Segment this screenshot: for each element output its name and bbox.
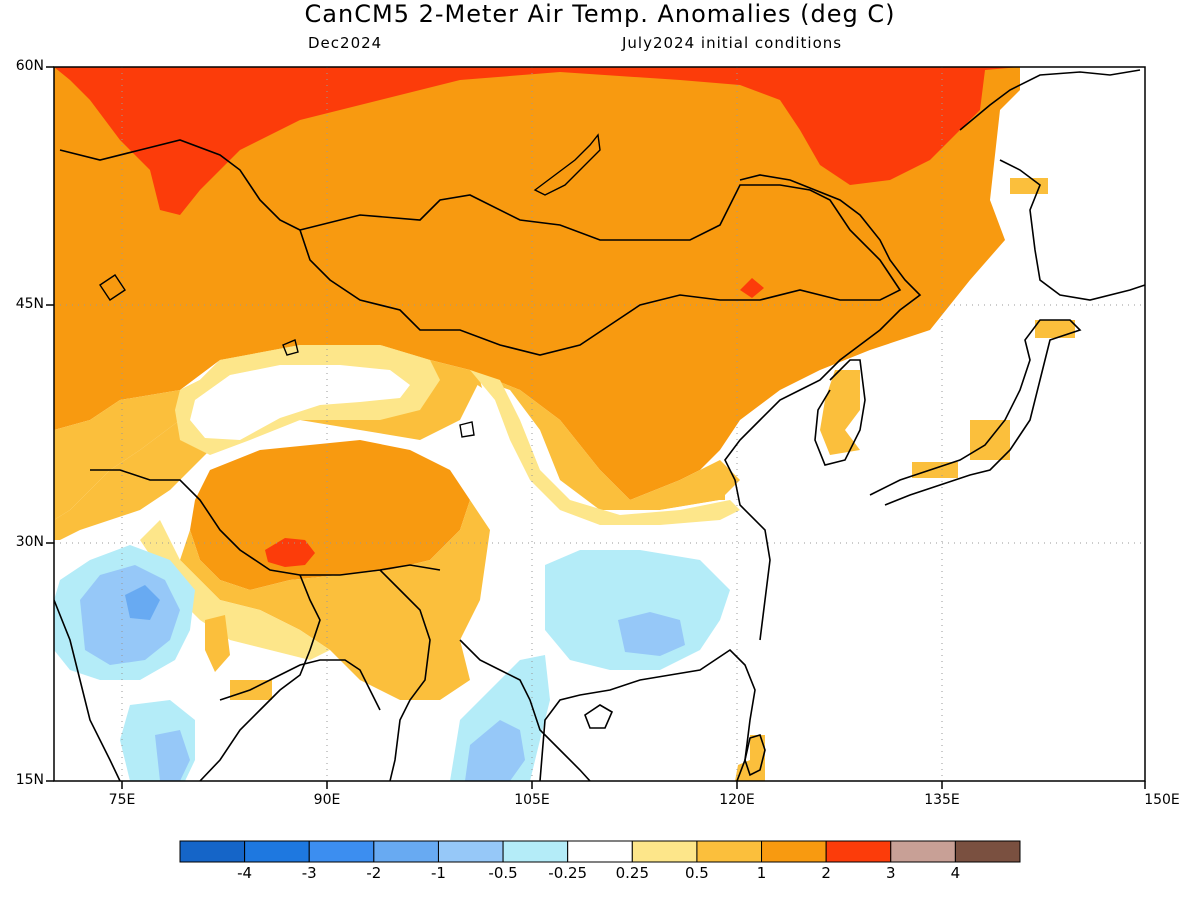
plot-frame <box>53 66 1146 782</box>
lake-balkhash <box>99 274 126 301</box>
lat-label-15n: 15N <box>15 772 44 788</box>
coastline-bay-of-bengal <box>219 659 381 711</box>
colorbar-tick-label: 4 <box>950 864 961 882</box>
lon-label-90e: 90E <box>313 792 341 808</box>
lake-baikal <box>533 133 601 196</box>
colorbar-swatch <box>954 840 1021 863</box>
lat-label-60n: 60N <box>15 58 44 74</box>
coastline-hainan <box>584 704 614 729</box>
colorbar-swatch <box>890 840 956 863</box>
anomaly-region-tibet <box>190 440 470 590</box>
colorbar-tick-label: 2 <box>821 864 831 882</box>
coastlines-and-borders <box>54 69 1145 781</box>
colorbar <box>179 840 1021 863</box>
colorbar-swatch <box>179 840 246 863</box>
colorbar-swatch <box>502 840 569 863</box>
colorbar-swatch <box>825 840 892 863</box>
colorbar-swatch <box>696 840 763 863</box>
anomaly-region-red-north <box>54 67 1020 215</box>
border-india-east <box>199 574 321 781</box>
colorbar-tick-label: 3 <box>885 864 896 882</box>
colorbar-tick-label: 0.25 <box>615 864 649 882</box>
coastline-korea <box>814 359 866 466</box>
axis-ticks <box>46 66 1146 789</box>
valid-period-label: Dec2024 <box>308 34 383 52</box>
coastline-russia-far-east <box>959 69 1145 301</box>
colorbar-tick-label: -0.5 <box>488 864 518 882</box>
border-indochina <box>459 639 591 781</box>
coastline-taiwan <box>744 734 766 777</box>
colorbar-swatch <box>437 840 504 863</box>
colorbar-swatch <box>373 840 439 863</box>
colorbar-tick-label: -2 <box>366 864 382 882</box>
lon-label-75e: 75E <box>108 792 136 808</box>
border-myanmar <box>379 569 431 781</box>
lon-label-105e: 105E <box>514 792 550 808</box>
colorbar-tick-label: -0.25 <box>548 864 588 882</box>
coastline-japan <box>869 319 1082 506</box>
colorbar-swatch <box>244 840 310 863</box>
lat-label-45n: 45N <box>15 296 44 312</box>
lon-label-120e: 120E <box>719 792 755 808</box>
init-conditions-label: July2024 initial conditions <box>622 34 843 52</box>
lat-label-30n: 30N <box>15 534 44 550</box>
colorbar-tick-label: -1 <box>430 864 446 882</box>
lon-label-135e: 135E <box>924 792 960 808</box>
border-kazakhstan <box>59 139 301 231</box>
graticule <box>54 67 1145 781</box>
colorbar-swatch <box>631 840 698 863</box>
colorbar-tick-label: -3 <box>301 864 317 882</box>
anomaly-region-tibet-hotspot <box>265 538 315 567</box>
colorbar-swatch <box>567 840 633 863</box>
map-title: CanCM5 2-Meter Air Temp. Anomalies (deg … <box>304 0 896 28</box>
colorbar-swatch <box>308 840 375 863</box>
anomaly-region-orange <box>54 67 1020 500</box>
coastline-india-west <box>54 599 121 781</box>
anomaly-region-light-orange <box>54 380 200 520</box>
border-mongolia <box>298 184 902 356</box>
lon-label-150e: 150E <box>1144 792 1180 808</box>
colorbar-tick-label: 1 <box>756 864 767 882</box>
colorbar-tick-label: 0.5 <box>684 864 709 882</box>
coastline-east-china <box>539 648 756 781</box>
colorbar-tick-label: -4 <box>237 864 253 882</box>
lakes <box>99 133 601 438</box>
anomaly-fill-layer <box>54 67 1145 781</box>
colorbar-swatch <box>761 840 827 863</box>
